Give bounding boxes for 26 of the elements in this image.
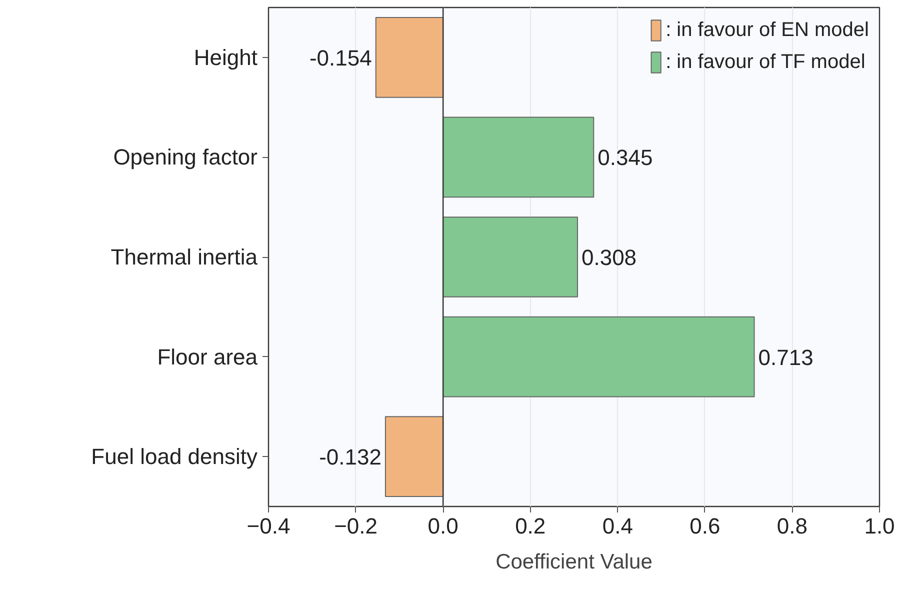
- data-label: 0.713: [758, 344, 814, 370]
- bar: [442, 316, 755, 398]
- x-tick-label: 0.4: [602, 514, 633, 538]
- x-tick-label: 0.6: [690, 514, 720, 538]
- y-tick-label: Height: [194, 44, 258, 70]
- bar: [375, 16, 444, 98]
- y-tick-label: Floor area: [157, 344, 258, 370]
- data-label: -0.132: [319, 444, 382, 470]
- legend-label: : in favour of EN model: [666, 18, 869, 42]
- x-tick-label: 1.0: [864, 514, 895, 538]
- x-tick-label: −0.4: [246, 514, 290, 538]
- bar: [384, 416, 444, 498]
- x-tick-label: −0.2: [334, 514, 378, 538]
- y-tick-label: Fuel load density: [91, 444, 258, 470]
- legend-label: : in favour of TF model: [666, 50, 866, 74]
- data-label: -0.154: [309, 45, 372, 70]
- y-tick-label: Thermal inertia: [110, 244, 258, 270]
- x-tick-label: 0.8: [776, 514, 808, 538]
- data-label: 0.345: [598, 145, 653, 170]
- x-tick-label: 0.0: [428, 514, 458, 538]
- bar: [442, 116, 594, 198]
- data-label: 0.308: [581, 245, 637, 270]
- x-tick-label: 0.2: [515, 514, 546, 538]
- bar: [442, 216, 578, 298]
- y-tick-label: Opening factor: [113, 144, 258, 170]
- x-axis-title: Coefficient Value: [496, 550, 652, 574]
